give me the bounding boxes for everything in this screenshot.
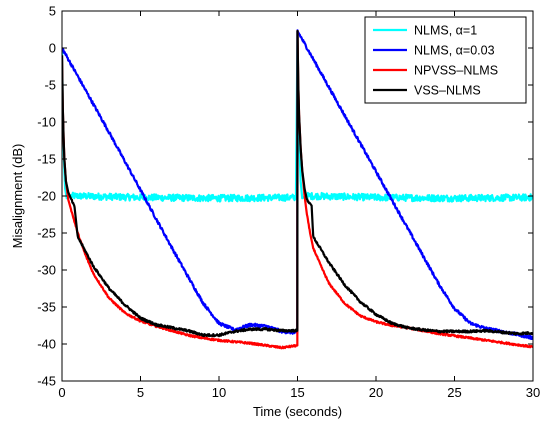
y-axis-label: Misalignment (dB) — [10, 144, 25, 249]
x-tick-label: 25 — [447, 385, 461, 400]
x-tick-label: 15 — [290, 385, 304, 400]
y-tick-label: 0 — [49, 41, 56, 56]
y-tick-label: -5 — [44, 78, 56, 93]
y-tick-label: -40 — [37, 337, 56, 352]
y-tick-label: -35 — [37, 300, 56, 315]
legend-entry-label: NLMS, α=0.03 — [414, 44, 495, 58]
x-tick-label: 0 — [58, 385, 65, 400]
y-tick-label: -20 — [37, 189, 56, 204]
legend-entry-label: VSS–NLMS — [414, 84, 481, 98]
y-tick-label: -10 — [37, 115, 56, 130]
y-tick-label: 5 — [49, 4, 56, 19]
y-tick-label: -15 — [37, 152, 56, 167]
series-line-4 — [62, 29, 533, 338]
x-tick-label: 30 — [526, 385, 540, 400]
legend-entry-label: NLMS, α=1 — [414, 24, 477, 38]
legend: NLMS, α=1 NLMS, α=0.03 NPVSS–NLMS VSS–NLMS — [364, 16, 527, 104]
x-axis-label: Time (seconds) — [253, 404, 342, 419]
y-tick-label: -30 — [37, 263, 56, 278]
axis-ticks: 0 5 10 15 20 25 30 5 0 -5 -10 -15 -20 -25 -30 -35 -40 -45 — [37, 4, 540, 401]
x-tick-label: 10 — [212, 385, 226, 400]
legend-box — [364, 16, 527, 104]
legend-entry-label: NPVSS–NLMS — [414, 64, 498, 78]
x-tick-label: 5 — [137, 385, 144, 400]
y-tick-label: -45 — [37, 374, 56, 389]
y-tick-label: -25 — [37, 226, 56, 241]
x-tick-label: 20 — [369, 385, 383, 400]
